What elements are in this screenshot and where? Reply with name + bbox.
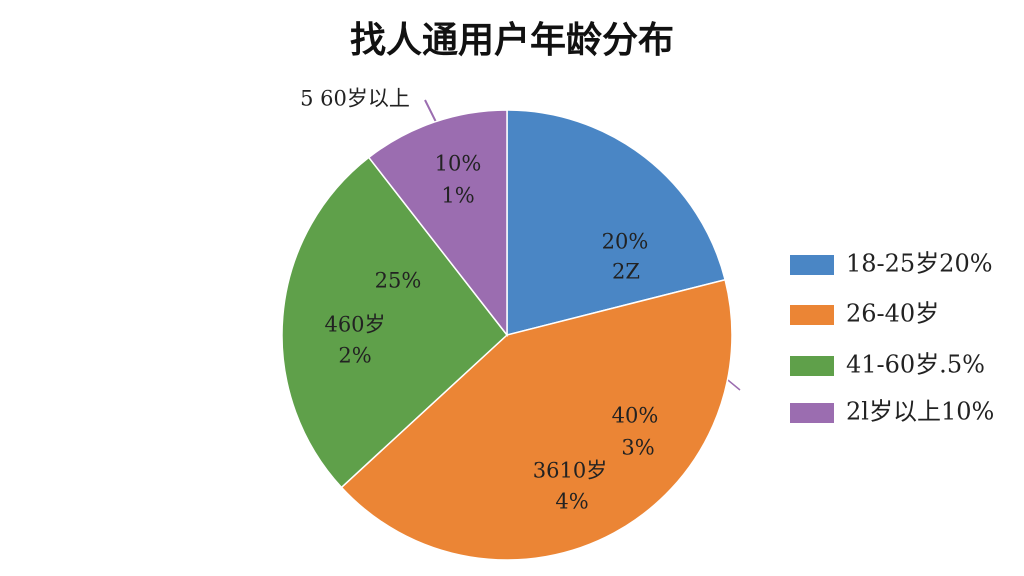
legend-swatch bbox=[790, 305, 834, 325]
slice-label: 40% bbox=[612, 404, 659, 428]
legend-swatch bbox=[790, 255, 834, 275]
legend-label: 2l岁以上10% bbox=[846, 398, 994, 426]
annotation: 2Z bbox=[612, 260, 640, 284]
annotation: 5 60岁以上 bbox=[300, 87, 410, 111]
pie-slice bbox=[506, 109, 727, 336]
pie-slice bbox=[367, 109, 508, 338]
slice-label: 25% bbox=[375, 269, 422, 293]
annotation: 3% bbox=[621, 436, 654, 460]
pie-slice bbox=[340, 278, 733, 561]
annotation: 1% bbox=[441, 184, 474, 208]
slice-label: 20% bbox=[602, 230, 649, 254]
annotation: 460岁 bbox=[324, 313, 385, 337]
slice-label: 10% bbox=[435, 152, 482, 176]
legend-label: 18-25岁20% bbox=[846, 250, 993, 278]
legend-swatch bbox=[790, 356, 834, 376]
chart-title: 找人通用户年龄分布 bbox=[350, 20, 674, 61]
legend-label: 26-40岁 bbox=[846, 300, 939, 328]
annotation: 4% bbox=[555, 490, 588, 514]
annotation: 2% bbox=[338, 344, 371, 368]
legend-label: 41-60岁.5% bbox=[846, 351, 985, 379]
legend-swatch bbox=[790, 403, 834, 423]
annotation: 3610岁 bbox=[533, 459, 607, 483]
pie-slice bbox=[281, 156, 509, 489]
